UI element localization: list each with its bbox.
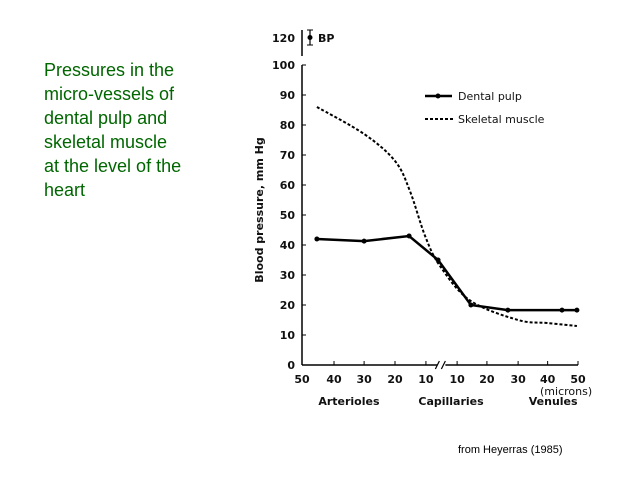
legend-dental-pulp-label: Dental pulp: [458, 90, 522, 103]
x-tick-label: 10: [449, 373, 465, 386]
y-tick-label: 60: [280, 179, 296, 192]
x-tick-label: 50: [570, 373, 586, 386]
y-tick-label: 70: [280, 149, 296, 162]
title-line: at the level of the: [44, 156, 182, 176]
legend-dental-pulp-marker: [435, 93, 441, 99]
x-tick-label: 10: [418, 373, 434, 386]
x-axis-break: [434, 360, 446, 370]
title-line: Pressures in the: [44, 60, 175, 80]
source-citation: from Heyerras (1985): [458, 444, 563, 456]
y-tick-label: 10: [280, 329, 296, 342]
title-line: micro-vessels of: [44, 84, 175, 104]
y-tick-label: 20: [280, 299, 296, 312]
y-axis-label: Blood pressure, mm Hg: [253, 137, 266, 282]
segment-label: Arterioles: [318, 395, 380, 408]
series-skeletal-muscle-line: [316, 106, 577, 327]
title-line: skeletal muscle: [44, 132, 168, 152]
x-tick-label: 20: [387, 373, 403, 386]
x-tick-label: 40: [326, 373, 342, 386]
x-tick-label: 50: [294, 373, 310, 386]
y-tick-label: 40: [280, 239, 296, 252]
series-dental-pulp-point: [559, 307, 565, 313]
series-dental-pulp-point: [468, 302, 474, 308]
y-tick-label: 30: [280, 269, 296, 282]
series-dental-pulp-point: [406, 233, 412, 239]
y-tick-label: 90: [280, 89, 296, 102]
y-tick-label: 50: [280, 209, 296, 222]
segment-label: Capillaries: [418, 395, 484, 408]
bp-marker: [307, 35, 313, 40]
x-tick-label: 40: [540, 373, 556, 386]
series-dental-pulp-line: [316, 234, 577, 312]
x-tick-label: 20: [479, 373, 495, 386]
slide-title: Pressures in the micro-vessels of dental…: [44, 58, 224, 202]
series-dental-pulp-point: [574, 307, 580, 313]
bp-label: BP: [318, 32, 334, 45]
series-dental-pulp-point: [435, 257, 441, 263]
x-tick-label: 30: [510, 373, 526, 386]
series-dental-pulp-point: [314, 236, 320, 242]
legend: Dental pulp Skeletal muscle: [425, 90, 545, 126]
series-dental-pulp-point: [505, 307, 511, 313]
series-dental-pulp-point: [361, 238, 367, 244]
y-tick-label: 80: [280, 119, 296, 132]
title-line: heart: [44, 180, 86, 200]
y-tick-label: 0: [287, 359, 295, 372]
y-tick-label: 120: [272, 32, 295, 45]
x-tick-label: 30: [356, 373, 372, 386]
y-tick-label: 100: [272, 59, 295, 72]
legend-skeletal-muscle-label: Skeletal muscle: [458, 113, 545, 126]
title-line: dental pulp and: [44, 108, 168, 128]
segment-label: Venules: [529, 395, 578, 408]
x-unit-label: (microns): [540, 385, 592, 398]
